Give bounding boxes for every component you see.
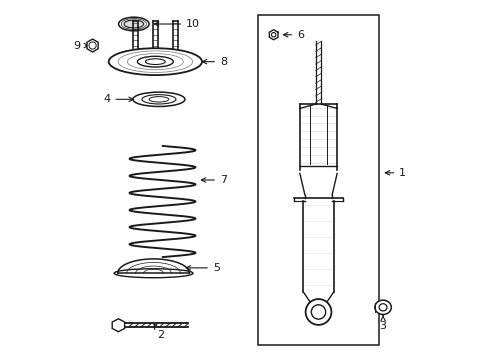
Text: 9: 9 xyxy=(73,41,89,50)
Circle shape xyxy=(306,299,331,325)
Text: 2: 2 xyxy=(154,324,164,340)
Text: 5: 5 xyxy=(186,263,220,273)
Ellipse shape xyxy=(109,48,202,75)
Circle shape xyxy=(89,42,96,49)
Text: 4: 4 xyxy=(103,94,133,104)
Ellipse shape xyxy=(375,300,392,315)
Circle shape xyxy=(311,305,326,319)
Bar xyxy=(258,15,379,345)
Ellipse shape xyxy=(119,17,149,31)
Text: 8: 8 xyxy=(202,57,227,67)
Text: 7: 7 xyxy=(201,175,227,185)
Ellipse shape xyxy=(146,59,165,64)
Ellipse shape xyxy=(142,95,176,104)
Ellipse shape xyxy=(124,20,144,28)
Ellipse shape xyxy=(379,304,387,311)
Ellipse shape xyxy=(137,56,173,67)
Circle shape xyxy=(271,32,276,37)
Text: 6: 6 xyxy=(283,30,304,40)
Polygon shape xyxy=(112,319,124,332)
Text: 10: 10 xyxy=(154,19,200,29)
Ellipse shape xyxy=(114,269,193,278)
Polygon shape xyxy=(87,39,98,52)
Ellipse shape xyxy=(149,96,169,102)
Ellipse shape xyxy=(133,92,185,107)
Text: 1: 1 xyxy=(385,168,406,178)
Text: 3: 3 xyxy=(380,315,387,331)
